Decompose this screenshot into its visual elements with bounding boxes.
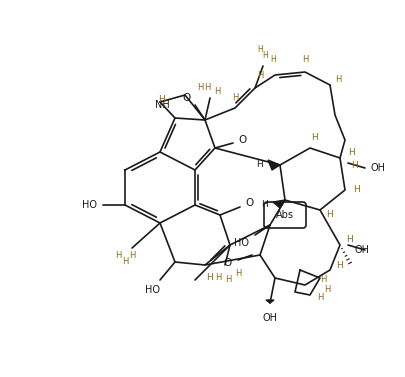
Text: H: H bbox=[224, 274, 230, 284]
Text: OH: OH bbox=[370, 163, 385, 173]
Text: H: H bbox=[316, 293, 322, 302]
Polygon shape bbox=[272, 200, 284, 208]
Text: OH: OH bbox=[262, 313, 277, 323]
Text: O: O bbox=[182, 93, 191, 103]
Text: H: H bbox=[256, 46, 262, 55]
FancyBboxPatch shape bbox=[263, 202, 305, 228]
Text: O: O bbox=[223, 258, 232, 268]
Text: H: H bbox=[203, 83, 210, 92]
Text: H: H bbox=[323, 285, 329, 294]
Text: H: H bbox=[213, 87, 220, 97]
Text: HO: HO bbox=[234, 238, 249, 248]
Polygon shape bbox=[265, 300, 273, 303]
Polygon shape bbox=[267, 160, 279, 170]
Text: O: O bbox=[245, 198, 254, 208]
Text: H: H bbox=[334, 75, 340, 84]
Text: H: H bbox=[234, 268, 241, 277]
Text: H: H bbox=[351, 161, 358, 170]
Text: H: H bbox=[311, 133, 318, 143]
Text: H: H bbox=[348, 149, 354, 158]
Text: H: H bbox=[196, 83, 202, 92]
Text: H: H bbox=[231, 93, 238, 103]
Text: H: H bbox=[319, 276, 325, 285]
Text: H: H bbox=[122, 256, 128, 265]
Text: HO: HO bbox=[82, 200, 97, 210]
Text: H: H bbox=[115, 250, 121, 259]
Text: Abs: Abs bbox=[275, 210, 293, 220]
Text: OH: OH bbox=[354, 245, 369, 255]
Text: O: O bbox=[238, 135, 247, 145]
Text: NH: NH bbox=[154, 100, 169, 110]
Text: H: H bbox=[301, 55, 307, 64]
Text: H: H bbox=[261, 201, 268, 210]
Text: H: H bbox=[158, 95, 165, 104]
Text: H: H bbox=[336, 261, 343, 270]
Text: H: H bbox=[128, 250, 135, 259]
Text: H: H bbox=[346, 236, 352, 245]
Text: H: H bbox=[206, 273, 213, 282]
Text: H: H bbox=[326, 210, 333, 219]
Text: H: H bbox=[256, 161, 263, 170]
Text: HO: HO bbox=[145, 285, 160, 295]
Text: H: H bbox=[214, 273, 221, 282]
Text: H: H bbox=[256, 72, 262, 81]
Text: H: H bbox=[353, 185, 360, 195]
Text: H: H bbox=[262, 52, 267, 60]
Text: H: H bbox=[269, 55, 275, 64]
